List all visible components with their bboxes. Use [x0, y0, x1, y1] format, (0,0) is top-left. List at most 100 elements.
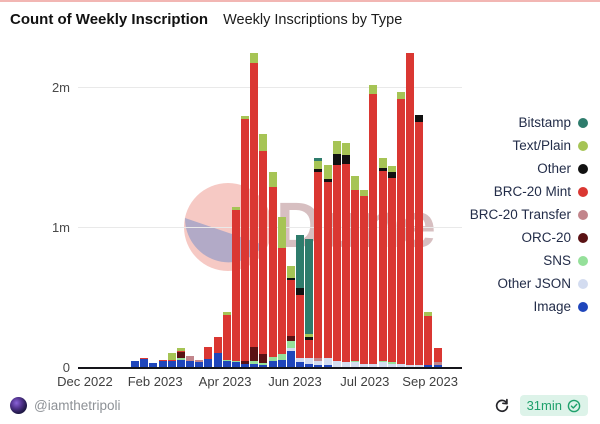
bar-segment-image[interactable]	[204, 358, 213, 368]
bar-segment-other-json[interactable]	[296, 358, 305, 363]
bar-segment-image[interactable]	[140, 358, 149, 368]
bar-segment-other-json[interactable]	[406, 365, 415, 367]
bar-segment-image[interactable]	[176, 359, 185, 368]
bar-segment-brc-20-mint[interactable]	[332, 165, 341, 361]
bar-segment-image[interactable]	[305, 363, 314, 368]
bar-segment-other-json[interactable]	[323, 358, 332, 366]
bar-segment-text-plain[interactable]	[222, 312, 231, 315]
bar-segment-brc-20-mint[interactable]	[305, 340, 314, 359]
bar-segment-brc-20-mint[interactable]	[167, 359, 176, 361]
bar-segment-brc-20-mint[interactable]	[406, 53, 415, 366]
bar-segment-brc-20-mint[interactable]	[277, 247, 286, 354]
bar-segment-other-json[interactable]	[341, 362, 350, 367]
bar-segment-brc-20-mint[interactable]	[424, 316, 433, 366]
bar-segment-other-json[interactable]	[351, 362, 360, 367]
bar-segment-other[interactable]	[341, 155, 350, 164]
bar-segment-image[interactable]	[286, 351, 295, 368]
bar-segment-brc-20-transfer[interactable]	[433, 362, 442, 366]
bar-segment-other-json[interactable]	[369, 363, 378, 367]
bar-segment-brc-20-transfer[interactable]	[314, 358, 323, 361]
bar-segment-text-plain[interactable]	[241, 116, 250, 119]
bar-segment-orc-20[interactable]	[241, 361, 250, 364]
bar-segment-brc-20-mint[interactable]	[231, 209, 240, 361]
bar-segment-sns[interactable]	[176, 358, 185, 360]
legend-item-other-json[interactable]: Other JSON	[497, 276, 588, 291]
bar-segment-sns[interactable]	[351, 361, 360, 363]
bar-segment-text-plain[interactable]	[323, 165, 332, 179]
bar-segment-brc-20-mint[interactable]	[296, 295, 305, 359]
bar-segment-other[interactable]	[286, 278, 295, 280]
bar-segment-text-plain[interactable]	[332, 141, 341, 154]
bar-segment-brc-20-mint[interactable]	[259, 151, 268, 354]
bar-segment-brc-20-mint[interactable]	[351, 190, 360, 361]
bar-segment-other[interactable]	[415, 114, 424, 122]
bar-segment-other-json[interactable]	[360, 363, 369, 367]
bar-segment-bitstamp[interactable]	[314, 158, 323, 161]
bar-segment-other-json[interactable]	[396, 363, 405, 367]
bar-segment-other-json[interactable]	[286, 348, 295, 352]
bar-segment-sns[interactable]	[378, 361, 387, 363]
bar-segment-brc-20-mint[interactable]	[415, 121, 424, 366]
bar-segment-image[interactable]	[158, 361, 167, 368]
bar-segment-sns[interactable]	[250, 361, 259, 364]
bar-segment-other[interactable]	[323, 179, 332, 182]
author-avatar[interactable]	[10, 397, 27, 414]
bar-segment-text-plain[interactable]	[314, 160, 323, 170]
bar-segment-orc-20[interactable]	[286, 335, 295, 342]
bar-segment-image[interactable]	[131, 361, 139, 368]
bar-segment-sns[interactable]	[277, 354, 286, 360]
bar-segment-text-plain[interactable]	[167, 352, 176, 360]
bar-segment-other[interactable]	[314, 169, 323, 172]
bar-segment-brc-20-mint[interactable]	[222, 314, 231, 360]
bar-segment-brc-20-mint[interactable]	[369, 93, 378, 364]
legend-item-text-plain[interactable]: Text/Plain	[512, 138, 588, 153]
bar-segment-text-plain[interactable]	[396, 92, 405, 100]
bar-segment-other[interactable]	[296, 288, 305, 296]
bar-segment-sns[interactable]	[286, 341, 295, 349]
bar-segment-image[interactable]	[424, 365, 433, 368]
bar-segment-other-json[interactable]	[305, 358, 314, 364]
bar-segment-image[interactable]	[149, 363, 158, 368]
bar-segment-other[interactable]	[387, 172, 396, 178]
bar-segment-other-json[interactable]	[314, 361, 323, 366]
bar-segment-text-plain[interactable]	[360, 190, 369, 196]
bar-segment-text-plain[interactable]	[387, 166, 396, 172]
freshness-badge[interactable]: 31min	[519, 395, 588, 416]
bar-segment-image[interactable]	[323, 365, 332, 368]
bar-segment-image[interactable]	[259, 364, 268, 368]
bar-segment-image[interactable]	[250, 363, 259, 368]
bar-segment-image[interactable]	[433, 365, 442, 368]
bar-segment-image[interactable]	[195, 361, 204, 368]
bar-segment-brc-20-mint[interactable]	[204, 347, 213, 359]
bar-segment-other-json[interactable]	[378, 362, 387, 367]
bar-segment-image[interactable]	[222, 361, 231, 368]
bar-segment-text-plain[interactable]	[351, 176, 360, 191]
bar-segment-brc-20-mint[interactable]	[140, 357, 149, 359]
bar-segment-bitstamp[interactable]	[296, 235, 305, 289]
bar-segment-other[interactable]	[332, 153, 341, 165]
bar-segment-image[interactable]	[231, 362, 240, 368]
bar-segment-sns[interactable]	[387, 362, 396, 364]
bar-segment-orc-20[interactable]	[176, 351, 185, 359]
bar-segment-brc-20-mint[interactable]	[213, 337, 222, 354]
legend-item-brc-20-transfer[interactable]: BRC-20 Transfer	[470, 207, 588, 222]
bar-segment-brc-20-mint[interactable]	[268, 187, 277, 357]
legend-item-sns[interactable]: SNS	[543, 253, 588, 268]
bar-segment-other[interactable]	[378, 167, 387, 171]
bar-segment-image[interactable]	[296, 362, 305, 368]
bar-segment-text-plain[interactable]	[250, 53, 259, 63]
bar-segment-brc-20-mint[interactable]	[360, 195, 369, 364]
bar-segment-text-plain[interactable]	[378, 158, 387, 168]
bar-segment-brc-20-mint[interactable]	[378, 170, 387, 361]
bar-segment-brc-20-mint[interactable]	[176, 350, 185, 352]
bar-segment-brc-20-mint[interactable]	[433, 348, 442, 363]
legend-item-bitstamp[interactable]: Bitstamp	[518, 115, 588, 130]
bar-segment-other-json[interactable]	[387, 363, 396, 367]
bar-segment-sns[interactable]	[222, 359, 231, 361]
refresh-icon[interactable]	[493, 397, 511, 415]
legend-item-other[interactable]: Other	[537, 161, 588, 176]
bar-segment-sns[interactable]	[259, 363, 268, 365]
legend-item-brc-20-mint[interactable]: BRC-20 Mint	[494, 184, 588, 199]
bar-segment-orc-20[interactable]	[250, 347, 259, 361]
legend-item-image[interactable]: Image	[533, 299, 588, 314]
